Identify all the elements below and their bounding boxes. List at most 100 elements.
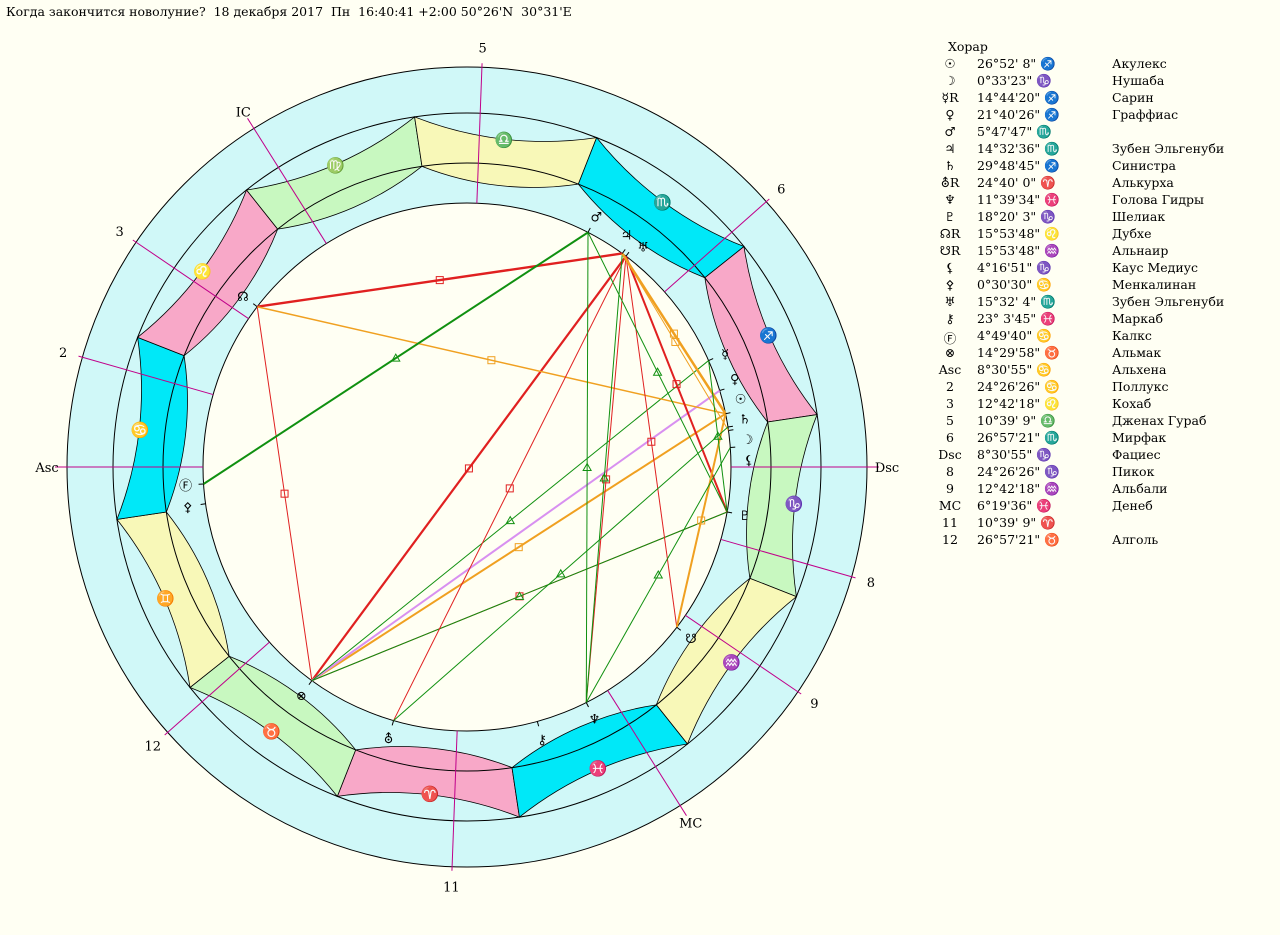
row-position: 6°19'36" ♓ bbox=[977, 498, 1052, 513]
natal-chart-wheel: ♈ ♉ ♊ ♋ ♌ ♍ ♎ ♏ ♐ ♑ ♒ ♓ Asc Dsc MC IC 2 3 5 6 8 9 11 12 ⛢ ⊗ ⚴ Ⓕ ☊ ♂… bbox=[34, 41, 899, 896]
planet-tick bbox=[725, 412, 731, 415]
row-position: 14°32'36" ♏ bbox=[977, 141, 1060, 156]
aspect-line bbox=[311, 389, 721, 682]
herschel-icon: ♅ bbox=[637, 241, 649, 256]
cusp-label-dsc: Dsc bbox=[875, 461, 899, 476]
row-position: 26°57'21" ♉ bbox=[977, 532, 1060, 547]
row-label: Asc bbox=[938, 362, 962, 377]
moon-icon: ☽ bbox=[742, 433, 754, 448]
row-star: Менкалинан bbox=[1112, 277, 1197, 292]
row-star: Голова Гидры bbox=[1112, 192, 1204, 207]
row-position: 24°26'26" ♑ bbox=[977, 464, 1060, 479]
planet-tick bbox=[719, 388, 725, 391]
row-position: 5°47'47" ♏ bbox=[977, 124, 1052, 139]
cusp-label-3: 3 bbox=[115, 225, 123, 240]
sign-glyph-libra: ♎ bbox=[495, 131, 514, 149]
row-label: 9 bbox=[946, 481, 954, 496]
sign-band-pisces bbox=[511, 704, 689, 818]
row-star: Нушаба bbox=[1112, 73, 1165, 88]
row-position: 4°16'51" ♑ bbox=[977, 260, 1052, 275]
cusp-12 bbox=[164, 641, 270, 736]
sign-glyph-sagittarius: ♐ bbox=[759, 327, 778, 345]
aspect-square-mark bbox=[514, 543, 523, 552]
row-label: ♄ bbox=[944, 158, 956, 173]
aspect-trine-mark bbox=[505, 515, 516, 525]
row-label: ⛢R bbox=[940, 175, 960, 190]
aspect-line bbox=[585, 256, 627, 703]
planet-tick bbox=[727, 511, 733, 514]
north-node-icon: ☊ bbox=[237, 290, 249, 305]
aspect-line bbox=[257, 305, 726, 415]
cusp-3 bbox=[132, 239, 249, 320]
row-star: Каус Медиус bbox=[1112, 260, 1199, 275]
row-label: 11 bbox=[942, 515, 958, 530]
aspect-square-mark bbox=[671, 337, 680, 346]
planet-tick bbox=[587, 227, 591, 233]
row-position: 12°42'18" ♒ bbox=[977, 481, 1060, 496]
jupiter-icon: ♃ bbox=[621, 228, 633, 243]
planet-tick bbox=[728, 429, 734, 431]
cusp-6 bbox=[664, 198, 770, 293]
planet-tick bbox=[252, 303, 258, 308]
cusp-label-11: 11 bbox=[443, 881, 460, 896]
cusp-label-mc: MC bbox=[679, 816, 702, 831]
row-position: 23° 3'45" ♓ bbox=[977, 311, 1056, 326]
cusp-label-ic: IC bbox=[236, 106, 251, 121]
planet-tick bbox=[727, 425, 733, 428]
row-star: Синистра bbox=[1112, 158, 1176, 173]
row-label: ☿R bbox=[941, 90, 959, 105]
sign-glyph-aries: ♈ bbox=[421, 785, 440, 803]
row-star: Альмак bbox=[1112, 345, 1162, 360]
row-label: ⊗ bbox=[944, 345, 956, 360]
cusp-label-2: 2 bbox=[59, 346, 67, 361]
row-position: 29°48'45" ♐ bbox=[977, 158, 1060, 173]
row-position: 8°30'55" ♋ bbox=[977, 362, 1052, 377]
row-position: 18°20' 3" ♑ bbox=[977, 209, 1056, 224]
cusp-11 bbox=[451, 730, 458, 871]
aspect-line bbox=[625, 256, 678, 628]
row-position: 26°57'21" ♏ bbox=[977, 430, 1060, 445]
row-star: Альбали bbox=[1112, 481, 1168, 496]
aspect-line bbox=[585, 447, 731, 703]
cusp-label-asc: Asc bbox=[34, 461, 58, 476]
aspect-line bbox=[311, 412, 727, 682]
row-label: 3 bbox=[946, 396, 954, 411]
planet-tick bbox=[625, 251, 630, 257]
row-position: 15°53'48" ♒ bbox=[977, 243, 1060, 258]
row-star: Маркаб bbox=[1112, 311, 1164, 326]
sign-glyph-taurus: ♉ bbox=[262, 723, 281, 741]
aspect-line bbox=[621, 253, 729, 431]
aspect-square-mark bbox=[487, 356, 496, 365]
planet-tick bbox=[200, 503, 206, 505]
row-label: ☽ bbox=[944, 73, 956, 88]
cusp-mc bbox=[607, 690, 687, 816]
south-node-icon: ☋ bbox=[685, 632, 697, 647]
planet-tick bbox=[308, 680, 313, 685]
row-position: 24°26'26" ♋ bbox=[977, 379, 1060, 394]
row-star: Кохаб bbox=[1112, 396, 1152, 411]
row-position: 15°32' 4" ♏ bbox=[977, 294, 1056, 309]
mercury-icon: ☿ bbox=[721, 347, 729, 362]
aspect-line bbox=[257, 252, 623, 308]
sign-glyph-gemini: ♊ bbox=[156, 589, 175, 607]
row-label: 6 bbox=[946, 430, 954, 445]
sign-glyph-aquarius: ♒ bbox=[722, 654, 741, 672]
aspect-line bbox=[311, 511, 728, 682]
row-position: 8°30'55" ♑ bbox=[977, 447, 1052, 462]
sign-glyph-virgo: ♍ bbox=[326, 156, 345, 174]
aspect-line bbox=[311, 360, 709, 682]
row-label: ⚸ bbox=[945, 260, 955, 275]
planet-tick bbox=[536, 721, 540, 727]
planet-tick bbox=[621, 249, 626, 254]
part-of-spirit-icon: ⊗ bbox=[296, 689, 307, 704]
cusp-label-6: 6 bbox=[777, 182, 785, 197]
row-star: Акулекс bbox=[1112, 56, 1167, 71]
row-position: 26°52' 8" ♐ bbox=[977, 56, 1056, 71]
row-label: Ⓕ bbox=[943, 331, 957, 346]
sign-glyph-pisces: ♓ bbox=[589, 760, 608, 778]
row-star: Фациес bbox=[1112, 447, 1161, 462]
row-label: ♀ bbox=[945, 107, 955, 122]
aspect-trine-mark bbox=[653, 570, 664, 579]
selena-icon: ⚴ bbox=[183, 500, 193, 515]
row-label: MC bbox=[938, 498, 962, 513]
